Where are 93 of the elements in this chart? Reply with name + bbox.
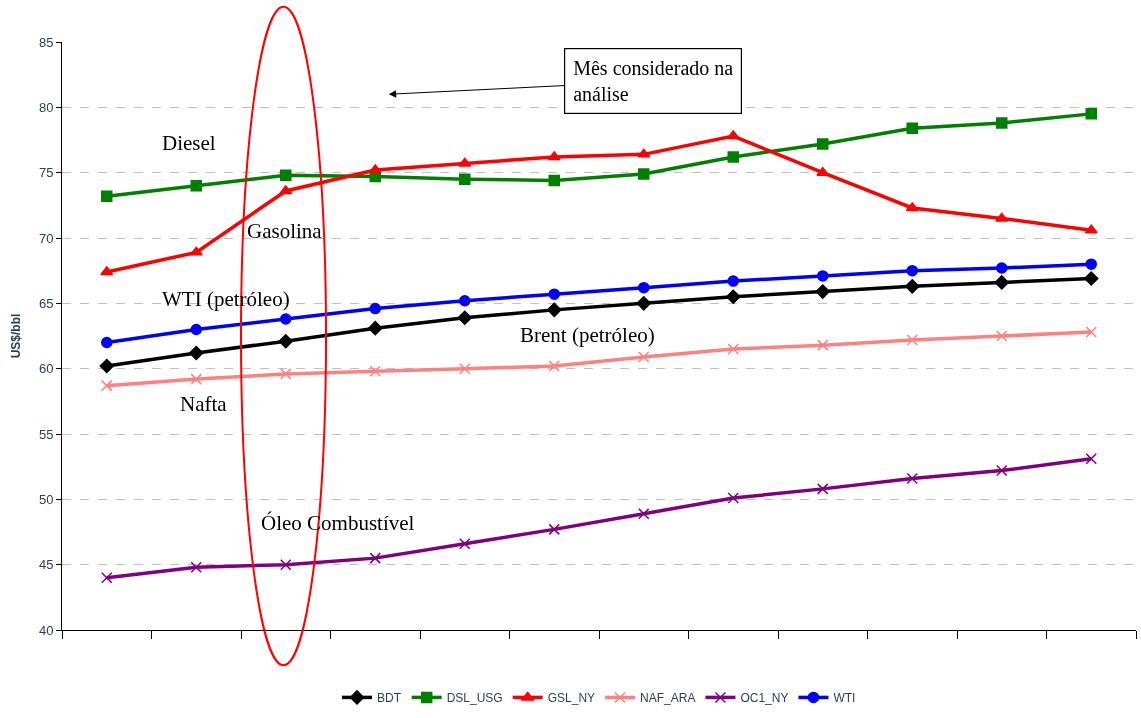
- y-tick-label: 60: [38, 361, 54, 377]
- point: [280, 169, 292, 182]
- point: [280, 313, 292, 325]
- annotation: Brent (petróleo): [520, 323, 655, 347]
- point: [1085, 453, 1097, 465]
- annotation: Gasolina: [247, 219, 323, 243]
- y-tick-label: 70: [38, 230, 54, 246]
- point: [548, 174, 560, 187]
- point: [817, 483, 829, 495]
- point: [548, 523, 560, 536]
- point: [638, 168, 650, 180]
- point: [817, 339, 829, 351]
- point: [726, 289, 741, 305]
- point: [906, 472, 918, 485]
- point: [189, 345, 204, 361]
- point: [547, 302, 562, 318]
- point: [459, 362, 471, 375]
- point: [727, 492, 739, 504]
- point: [190, 179, 202, 192]
- point: [906, 122, 918, 134]
- y-tick-label: 75: [38, 165, 54, 181]
- legend-label: WTI: [833, 691, 856, 706]
- point: [459, 173, 471, 185]
- point: [368, 320, 383, 336]
- point: [369, 302, 381, 315]
- point: [996, 117, 1008, 129]
- point: [996, 464, 1008, 477]
- legend-label: NAF_ARA: [640, 691, 696, 706]
- legend-label: BDT: [377, 691, 402, 706]
- point: [458, 157, 472, 167]
- point: [459, 294, 471, 307]
- point: [190, 561, 202, 574]
- point: [727, 343, 739, 355]
- point: [369, 552, 381, 564]
- point: [101, 379, 113, 392]
- point: [280, 558, 292, 571]
- annotation: Nafta: [180, 392, 228, 416]
- legend-label: DSL_USG: [446, 691, 503, 706]
- point: [190, 373, 202, 385]
- legend-label: OC1_NY: [740, 691, 789, 706]
- y-tick-label: 65: [38, 295, 54, 311]
- point: [817, 138, 829, 150]
- annotation: Mês considerado na análise: [573, 57, 734, 106]
- point: [905, 202, 919, 212]
- point: [727, 151, 739, 163]
- point: [548, 288, 560, 300]
- legend-label: GSL_NY: [547, 691, 596, 706]
- point: [638, 507, 650, 520]
- y-tick-label: 80: [38, 99, 54, 115]
- y-tick-label: 50: [38, 491, 54, 507]
- y-tick-label: 85: [38, 34, 54, 50]
- point: [1084, 271, 1099, 286]
- point: [459, 538, 471, 550]
- point: [100, 266, 114, 276]
- point: [1085, 108, 1097, 120]
- y-tick-label: 40: [38, 622, 54, 638]
- point: [996, 262, 1008, 274]
- point: [1085, 326, 1097, 338]
- point: [996, 330, 1008, 342]
- point: [189, 246, 203, 256]
- point: [638, 281, 650, 294]
- annotation: Diesel: [162, 131, 216, 155]
- point: [995, 212, 1009, 222]
- y-axis-title: US$/bbl: [9, 313, 24, 359]
- point: [906, 264, 918, 277]
- point: [638, 351, 650, 363]
- point: [369, 365, 381, 378]
- point: [278, 333, 293, 349]
- point: [727, 275, 739, 287]
- point: [101, 571, 113, 584]
- point: [905, 279, 920, 294]
- point: [637, 148, 651, 158]
- point: [368, 164, 382, 174]
- point: [101, 336, 113, 349]
- point: [906, 334, 918, 346]
- point: [994, 275, 1009, 290]
- y-tick-label: 55: [38, 426, 54, 442]
- point: [457, 310, 472, 325]
- point: [279, 185, 293, 195]
- point: [1084, 224, 1098, 234]
- point: [815, 284, 830, 299]
- point: [190, 323, 202, 336]
- y-tick-label: 45: [38, 557, 54, 573]
- point: [816, 166, 830, 176]
- point: [280, 368, 292, 380]
- point: [548, 360, 560, 372]
- point: [1085, 258, 1097, 270]
- point: [101, 190, 113, 202]
- point: [726, 130, 740, 140]
- point: [636, 296, 651, 311]
- point: [817, 270, 829, 282]
- point: [547, 151, 561, 161]
- point: [99, 358, 114, 374]
